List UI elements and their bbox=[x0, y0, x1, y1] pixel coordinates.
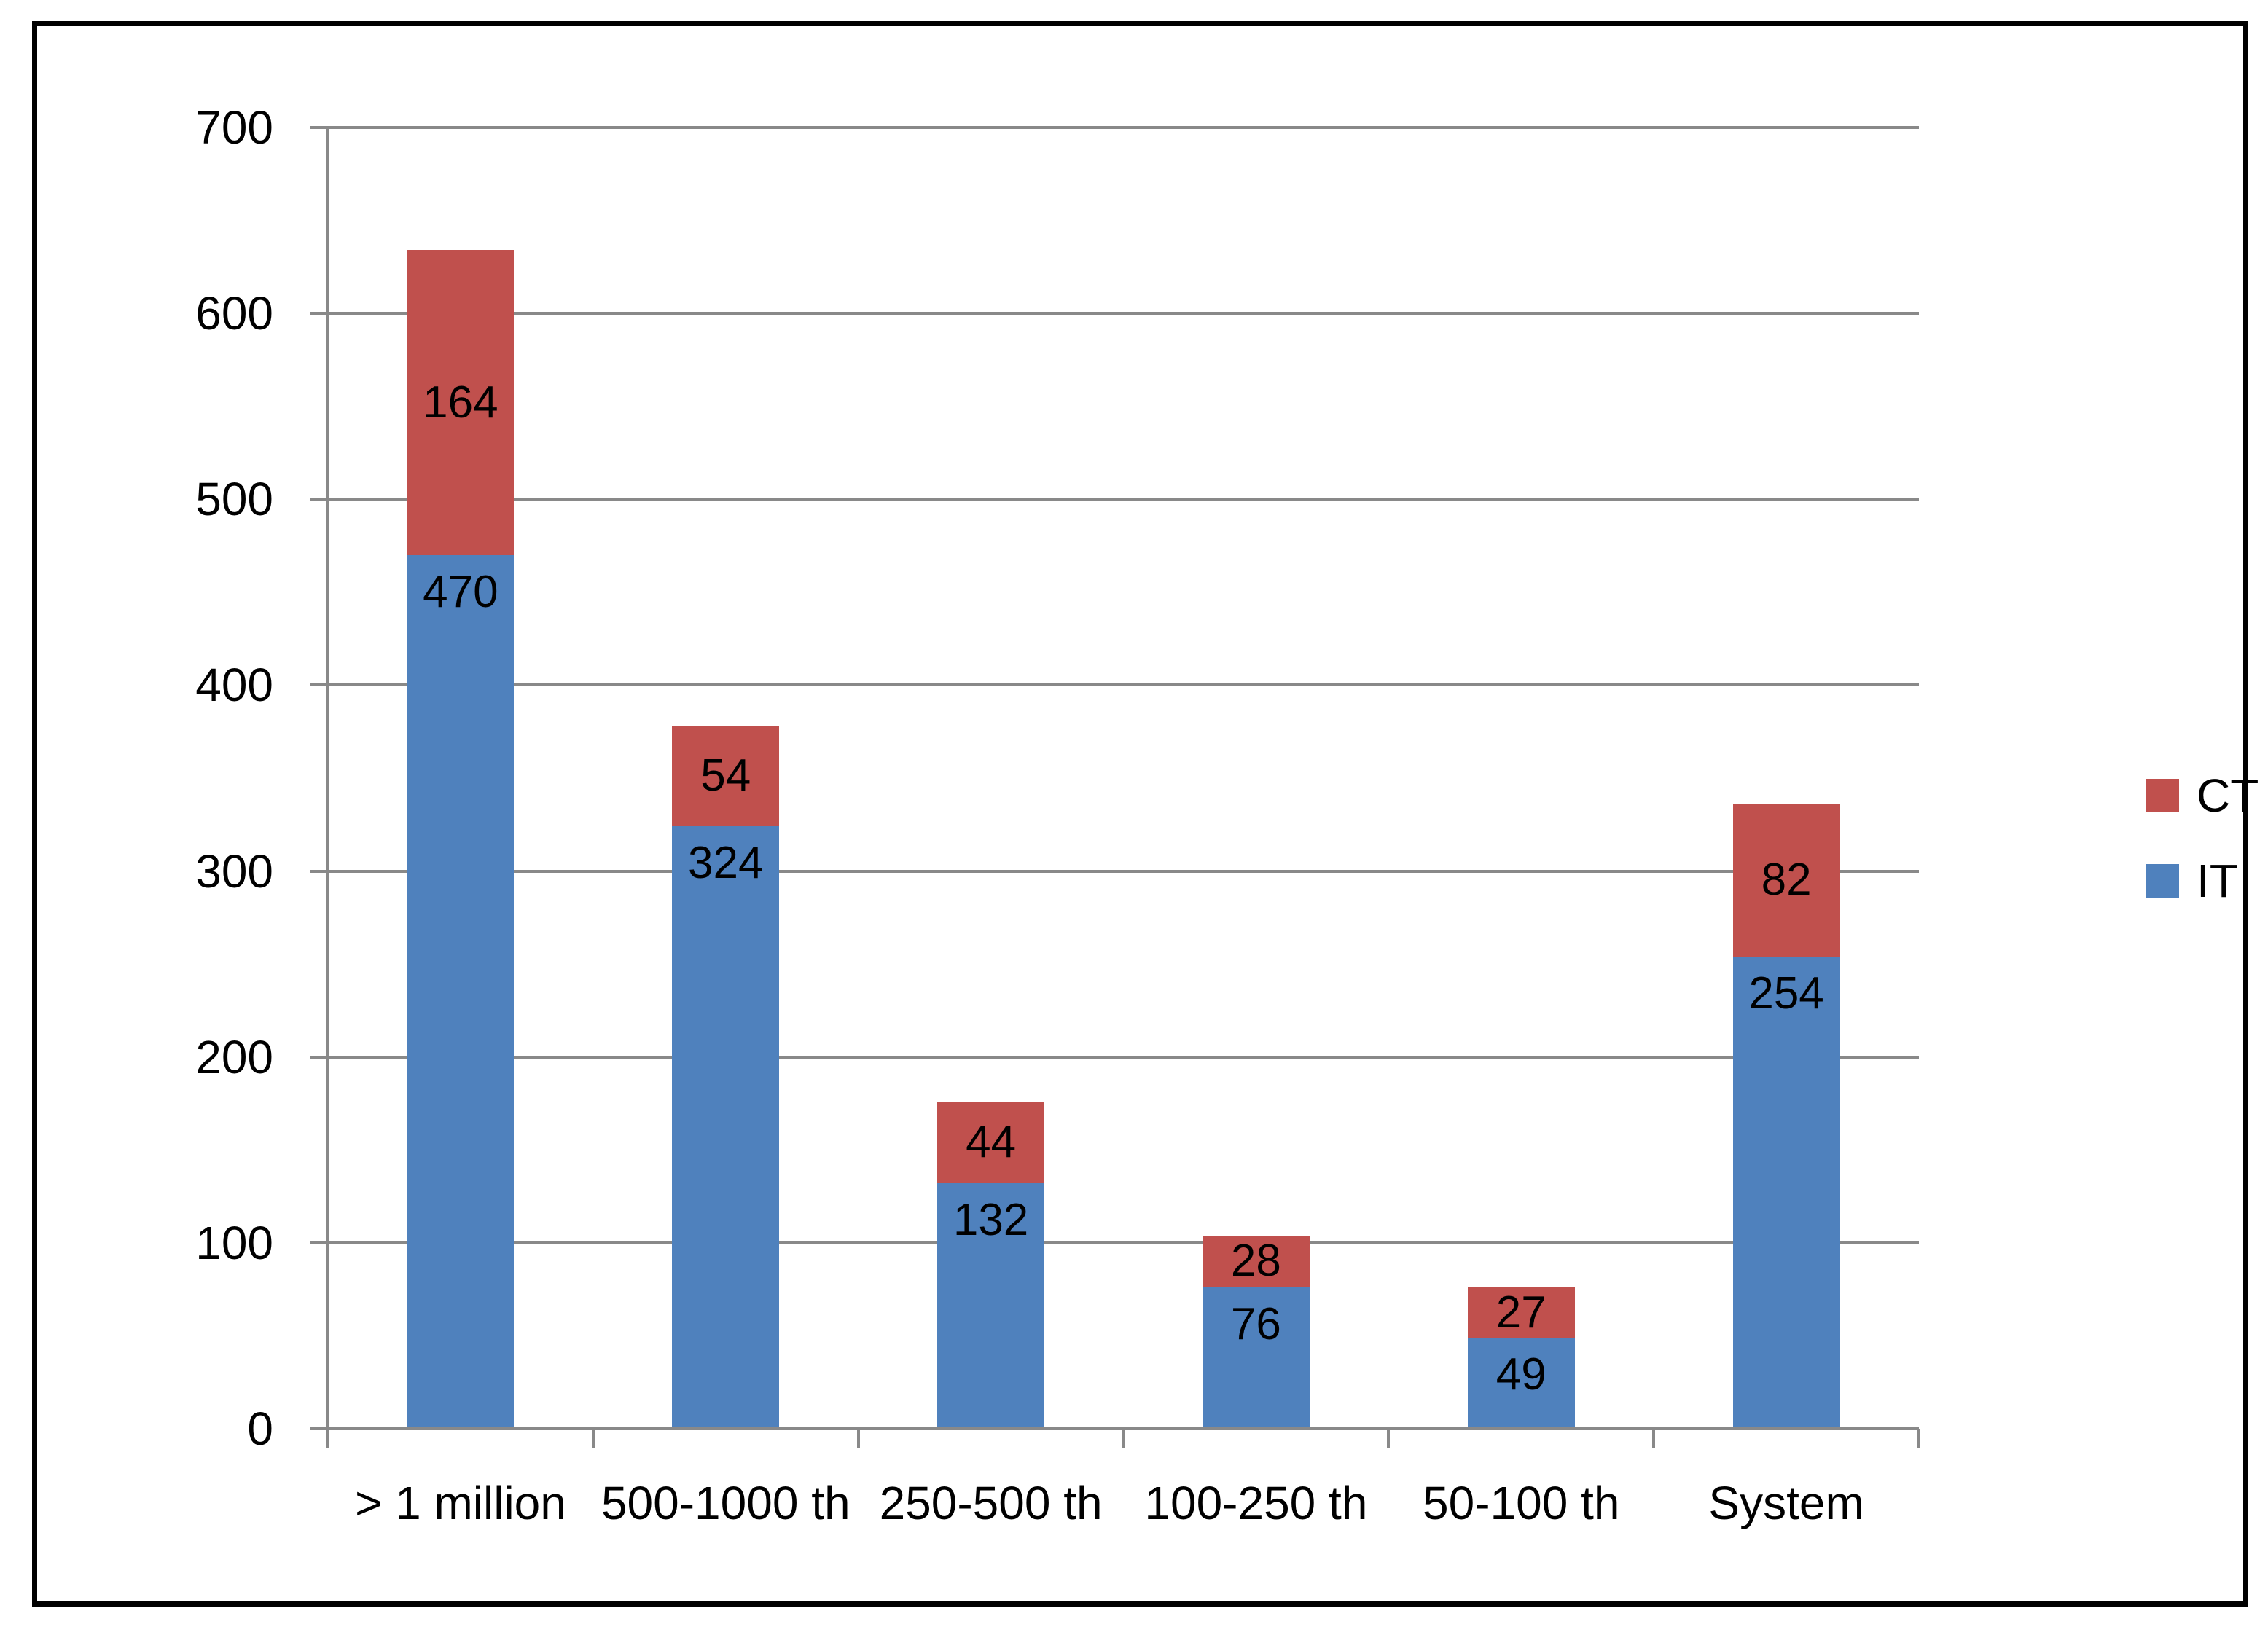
legend-label-it: IT bbox=[2197, 855, 2238, 907]
category-label-4: 100-250 th bbox=[1144, 1477, 1368, 1529]
gridline-200 bbox=[310, 1055, 1919, 1059]
legend-swatch-ct bbox=[2146, 779, 2179, 812]
gridline-500 bbox=[310, 498, 1919, 501]
x-axis-line bbox=[310, 1427, 1919, 1430]
gridline-400 bbox=[310, 683, 1919, 687]
x-axis-tick-6 bbox=[1917, 1429, 1920, 1448]
bar-segment-it-6 bbox=[1732, 956, 1840, 1429]
data-label-it-6: 254 bbox=[1748, 968, 1824, 1019]
legend-item-ct: CT bbox=[2146, 769, 2259, 822]
bar-segment-ct-2 bbox=[672, 726, 780, 827]
x-axis-tick-3 bbox=[1122, 1429, 1125, 1448]
data-label-it-4: 76 bbox=[1230, 1299, 1281, 1350]
data-label-ct-3: 44 bbox=[966, 1117, 1017, 1168]
gridline-700 bbox=[310, 126, 1919, 129]
y-tick-label-400: 400 bbox=[195, 659, 273, 712]
category-label-6: System bbox=[1708, 1477, 1864, 1529]
bar-segment-it-3 bbox=[937, 1183, 1045, 1429]
x-axis-tick-4 bbox=[1387, 1429, 1391, 1448]
data-label-it-2: 324 bbox=[688, 838, 764, 889]
data-label-ct-6: 82 bbox=[1761, 855, 1812, 906]
chart-frame: CT IT 0 100 200 300 400 500 600 700 470 164 > 1 mil… bbox=[32, 21, 2259, 1606]
y-axis-line bbox=[326, 128, 329, 1448]
data-label-ct-5: 27 bbox=[1495, 1287, 1546, 1338]
y-tick-label-700: 700 bbox=[195, 101, 273, 154]
y-tick-label-500: 500 bbox=[195, 473, 273, 526]
legend-label-ct: CT bbox=[2197, 769, 2259, 822]
legend-item-it: IT bbox=[2146, 855, 2259, 907]
gridline-600 bbox=[310, 312, 1919, 315]
bar-segment-ct-4 bbox=[1202, 1235, 1310, 1288]
y-tick-label-100: 100 bbox=[195, 1216, 273, 1269]
data-label-ct-4: 28 bbox=[1230, 1236, 1281, 1287]
y-tick-label-200: 200 bbox=[195, 1030, 273, 1083]
legend-swatch-it bbox=[2146, 864, 2179, 898]
data-label-it-1: 470 bbox=[423, 566, 498, 617]
y-tick-label-600: 600 bbox=[195, 287, 273, 340]
x-axis-tick-1 bbox=[591, 1429, 595, 1448]
category-label-1: > 1 million bbox=[354, 1477, 566, 1529]
bar-segment-it-4 bbox=[1202, 1287, 1310, 1429]
gridline-300 bbox=[310, 869, 1919, 873]
y-tick-label-0: 0 bbox=[247, 1402, 273, 1455]
data-label-ct-2: 54 bbox=[700, 750, 751, 801]
y-tick-label-300: 300 bbox=[195, 844, 273, 898]
data-label-ct-1: 164 bbox=[423, 377, 498, 428]
x-axis-tick-2 bbox=[856, 1429, 860, 1448]
bar-segment-ct-3 bbox=[937, 1101, 1045, 1184]
data-label-it-5: 49 bbox=[1495, 1349, 1546, 1400]
bar-segment-it-5 bbox=[1467, 1337, 1575, 1429]
category-label-2: 500-1000 th bbox=[601, 1477, 850, 1529]
category-label-3: 250-500 th bbox=[879, 1477, 1103, 1529]
bar-segment-it-2 bbox=[672, 826, 780, 1429]
bar-segment-ct-1 bbox=[407, 250, 515, 555]
bar-segment-ct-5 bbox=[1467, 1287, 1575, 1338]
legend: CT IT bbox=[2146, 769, 2259, 949]
bar-segment-it-1 bbox=[407, 554, 515, 1429]
data-label-it-3: 132 bbox=[953, 1195, 1029, 1246]
gridline-100 bbox=[310, 1241, 1919, 1244]
category-label-5: 50-100 th bbox=[1423, 1477, 1620, 1529]
x-axis-tick-5 bbox=[1652, 1429, 1656, 1448]
bar-segment-ct-6 bbox=[1732, 804, 1840, 957]
